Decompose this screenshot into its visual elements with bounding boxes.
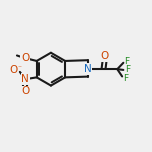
Text: O: O — [21, 53, 29, 63]
Text: N: N — [84, 64, 92, 74]
Text: O: O — [21, 86, 29, 96]
Text: N: N — [21, 74, 29, 84]
Text: F: F — [125, 57, 130, 66]
Text: F: F — [125, 65, 130, 74]
Text: O: O — [101, 51, 109, 61]
Text: ⁻: ⁻ — [18, 63, 22, 73]
Text: O: O — [9, 65, 17, 75]
Text: F: F — [123, 74, 128, 83]
